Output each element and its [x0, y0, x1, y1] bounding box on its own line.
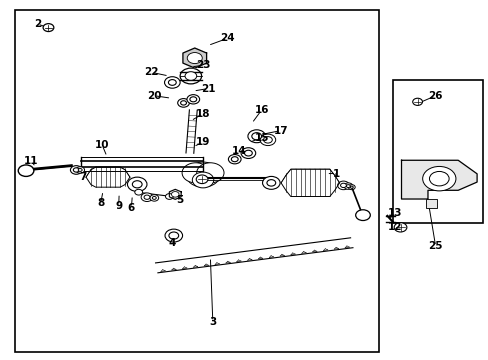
Text: 19: 19 [196, 138, 210, 147]
Circle shape [182, 163, 209, 183]
Polygon shape [169, 189, 181, 199]
Circle shape [260, 134, 275, 145]
Circle shape [180, 68, 201, 84]
Text: 16: 16 [254, 105, 268, 115]
Text: 18: 18 [195, 109, 210, 119]
Text: 21: 21 [200, 84, 215, 94]
Circle shape [180, 101, 186, 105]
Text: 25: 25 [427, 241, 442, 251]
Circle shape [244, 150, 252, 156]
Circle shape [144, 195, 150, 199]
Circle shape [241, 148, 255, 158]
Text: 26: 26 [427, 91, 442, 101]
Text: 9: 9 [115, 201, 122, 211]
Circle shape [78, 168, 82, 171]
Circle shape [428, 171, 448, 186]
Text: 15: 15 [254, 133, 268, 143]
Circle shape [185, 162, 220, 187]
Circle shape [18, 165, 34, 176]
Text: 3: 3 [209, 317, 216, 327]
Circle shape [192, 172, 213, 188]
Circle shape [346, 185, 349, 188]
Bar [425, 199, 437, 208]
Circle shape [189, 97, 196, 102]
Circle shape [184, 72, 196, 80]
Circle shape [168, 232, 178, 239]
Circle shape [340, 183, 346, 188]
Text: 20: 20 [147, 91, 161, 101]
Circle shape [165, 194, 173, 199]
Circle shape [196, 163, 224, 183]
Polygon shape [401, 160, 476, 199]
Circle shape [231, 157, 238, 162]
Text: 5: 5 [176, 195, 183, 205]
Circle shape [132, 181, 142, 188]
Circle shape [150, 195, 158, 201]
Circle shape [43, 24, 54, 32]
Circle shape [187, 53, 202, 64]
Circle shape [262, 176, 280, 189]
Text: 11: 11 [24, 156, 39, 166]
Circle shape [73, 168, 79, 172]
Circle shape [347, 185, 354, 190]
Circle shape [135, 189, 142, 195]
Text: 24: 24 [220, 33, 234, 43]
Circle shape [152, 197, 156, 199]
Polygon shape [183, 48, 206, 68]
Circle shape [355, 210, 369, 221]
Circle shape [164, 229, 182, 242]
Circle shape [127, 177, 147, 192]
Circle shape [422, 166, 455, 191]
Text: 2: 2 [34, 19, 41, 29]
Circle shape [343, 183, 352, 189]
Text: 10: 10 [95, 140, 109, 150]
Text: 1: 1 [332, 168, 339, 179]
Text: 8: 8 [97, 198, 104, 208]
Circle shape [412, 98, 422, 105]
Circle shape [76, 167, 84, 173]
Circle shape [186, 95, 199, 104]
Text: 23: 23 [195, 60, 210, 70]
Text: 6: 6 [127, 203, 135, 213]
Circle shape [349, 186, 352, 188]
Bar [15, 10, 378, 352]
Circle shape [266, 180, 275, 186]
Circle shape [171, 192, 179, 197]
Circle shape [263, 136, 272, 143]
Circle shape [393, 223, 406, 232]
Text: 4: 4 [168, 238, 176, 248]
Text: 7: 7 [79, 172, 86, 182]
Text: 17: 17 [273, 126, 288, 135]
Text: 12: 12 [386, 222, 401, 232]
Circle shape [228, 154, 241, 164]
Circle shape [247, 130, 265, 143]
Circle shape [70, 166, 82, 174]
Circle shape [164, 77, 180, 88]
Text: 22: 22 [144, 67, 159, 77]
Circle shape [177, 99, 189, 107]
Circle shape [337, 181, 348, 190]
Circle shape [196, 175, 207, 184]
Bar [392, 80, 483, 223]
Circle shape [141, 193, 153, 202]
Circle shape [168, 80, 176, 85]
Text: 14: 14 [231, 145, 245, 156]
Text: 13: 13 [386, 208, 401, 218]
Circle shape [251, 133, 261, 140]
